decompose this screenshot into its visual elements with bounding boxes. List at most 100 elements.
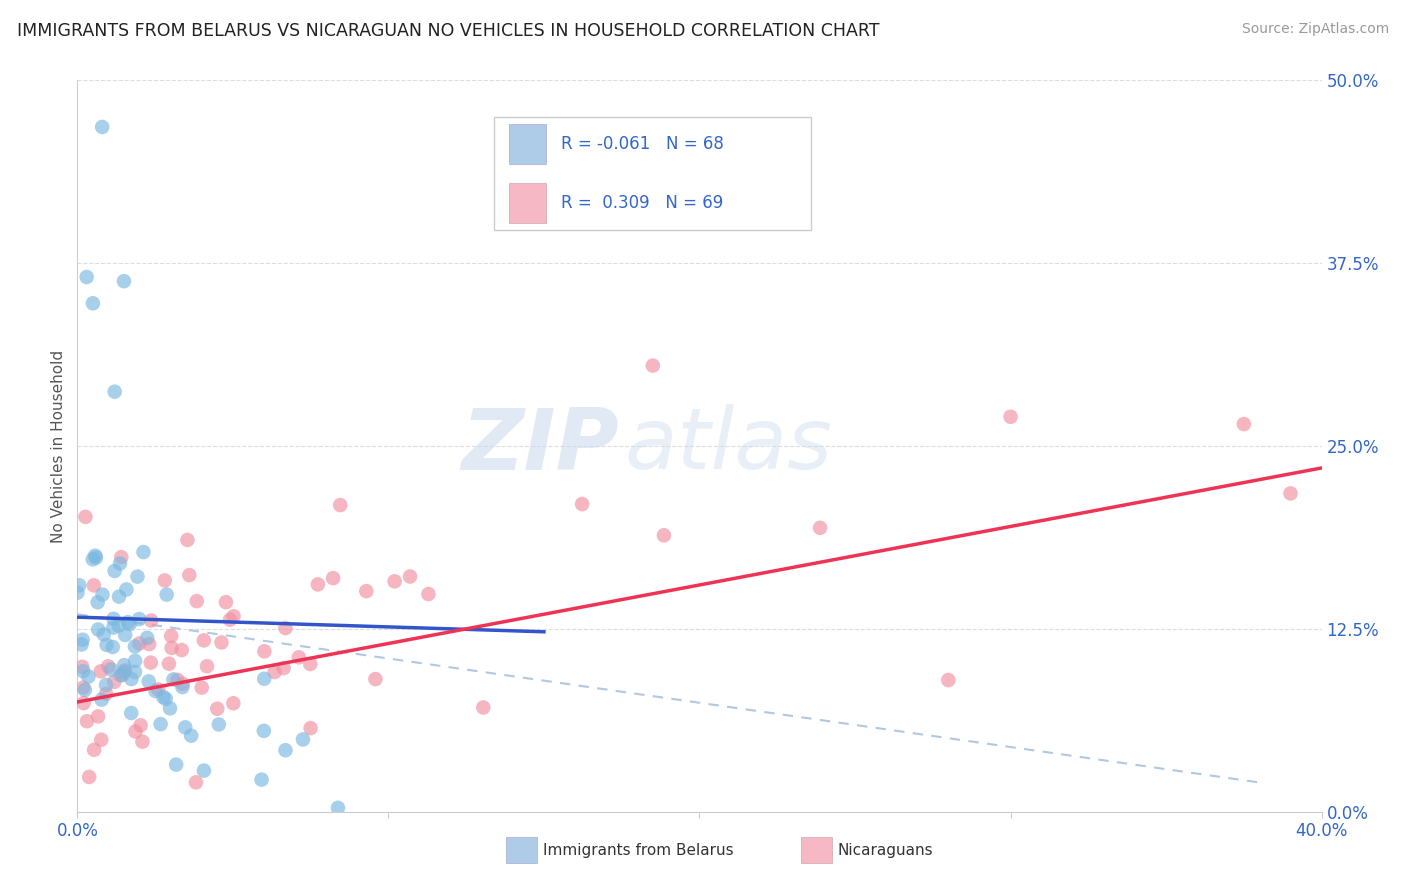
- Point: [273, 661, 295, 675]
- Point: [118, 617, 141, 632]
- Point: [222, 696, 245, 710]
- Text: R =  0.309   N = 69: R = 0.309 N = 69: [561, 194, 724, 211]
- Point: [299, 721, 322, 735]
- FancyBboxPatch shape: [509, 124, 547, 164]
- Point: [155, 691, 177, 706]
- Point: [936, 673, 959, 687]
- Point: [73, 683, 96, 698]
- Point: [190, 681, 212, 695]
- Point: [159, 701, 181, 715]
- Point: [215, 595, 238, 609]
- Point: [132, 545, 155, 559]
- Point: [172, 677, 194, 691]
- Point: [141, 614, 163, 628]
- Point: [322, 571, 344, 585]
- Point: [250, 772, 273, 787]
- Point: [104, 564, 127, 578]
- Point: [399, 569, 422, 583]
- Point: [87, 709, 110, 723]
- Point: [91, 588, 114, 602]
- Point: [107, 618, 129, 632]
- Y-axis label: No Vehicles in Household: No Vehicles in Household: [51, 350, 66, 542]
- Point: [139, 656, 162, 670]
- Point: [120, 672, 142, 686]
- Point: [156, 588, 179, 602]
- Text: ZIP: ZIP: [461, 404, 619, 488]
- Point: [1000, 409, 1022, 424]
- Point: [101, 640, 124, 654]
- Point: [179, 568, 201, 582]
- Point: [165, 757, 187, 772]
- Point: [174, 720, 197, 734]
- Point: [288, 650, 311, 665]
- Point: [72, 632, 94, 647]
- Point: [308, 817, 330, 831]
- Point: [131, 734, 153, 748]
- Point: [138, 674, 160, 689]
- Point: [207, 702, 229, 716]
- Point: [329, 498, 352, 512]
- Point: [103, 621, 125, 635]
- Point: [67, 578, 90, 592]
- Point: [90, 732, 112, 747]
- Point: [114, 664, 136, 678]
- Point: [110, 550, 132, 565]
- Point: [808, 521, 831, 535]
- Point: [356, 584, 378, 599]
- Point: [90, 665, 112, 679]
- Point: [86, 595, 108, 609]
- Point: [108, 590, 131, 604]
- Text: Immigrants from Belarus: Immigrants from Belarus: [543, 843, 734, 857]
- Point: [148, 682, 170, 697]
- Point: [274, 743, 297, 757]
- Point: [110, 668, 132, 682]
- Point: [222, 609, 245, 624]
- Point: [72, 681, 94, 695]
- Point: [124, 724, 146, 739]
- Point: [66, 585, 89, 599]
- Point: [145, 684, 167, 698]
- Text: Nicaraguans: Nicaraguans: [838, 843, 934, 857]
- Point: [124, 665, 146, 679]
- Point: [77, 770, 100, 784]
- Point: [384, 574, 406, 589]
- Point: [72, 664, 94, 678]
- Point: [418, 587, 440, 601]
- Point: [84, 549, 107, 563]
- Point: [211, 635, 233, 649]
- Point: [472, 700, 495, 714]
- Point: [82, 296, 104, 310]
- FancyBboxPatch shape: [494, 117, 811, 230]
- Point: [70, 638, 93, 652]
- Text: atlas: atlas: [624, 404, 832, 488]
- Point: [120, 706, 142, 720]
- Point: [87, 623, 110, 637]
- Point: [75, 509, 97, 524]
- Point: [111, 668, 134, 682]
- Point: [94, 678, 117, 692]
- Point: [184, 775, 207, 789]
- Point: [160, 629, 183, 643]
- Point: [82, 552, 104, 566]
- Point: [83, 578, 105, 592]
- Point: [114, 628, 136, 642]
- Point: [149, 717, 172, 731]
- Point: [652, 528, 675, 542]
- Point: [307, 577, 329, 591]
- Text: Source: ZipAtlas.com: Source: ZipAtlas.com: [1241, 22, 1389, 37]
- Point: [91, 120, 114, 134]
- Point: [176, 533, 198, 547]
- Point: [77, 670, 100, 684]
- Point: [96, 638, 118, 652]
- Point: [299, 869, 322, 883]
- Point: [193, 633, 215, 648]
- Text: R = -0.061   N = 68: R = -0.061 N = 68: [561, 136, 724, 153]
- Point: [104, 384, 127, 399]
- Point: [117, 615, 139, 630]
- Point: [364, 672, 387, 686]
- Point: [195, 659, 218, 673]
- Point: [253, 672, 276, 686]
- Point: [299, 657, 322, 671]
- Point: [108, 557, 131, 571]
- Point: [124, 640, 146, 654]
